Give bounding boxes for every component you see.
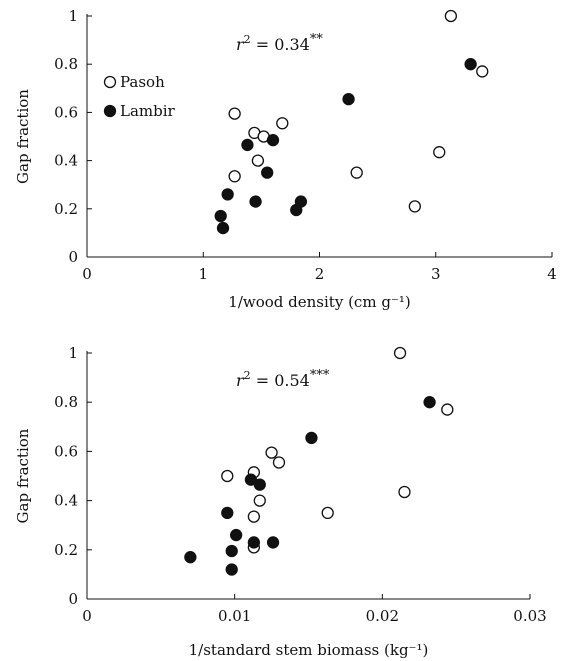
data-point-pasoh [272,456,286,469]
x-tick-label: 0 [82,265,92,283]
y-axis-title: Gap fraction [14,428,32,523]
y-tick-label: 1 [68,344,78,362]
data-point-pasoh [393,346,407,360]
chart-panel-2: 0 0.2 0.4 0.6 0.8 1 0 0.01 0.02 0.03 Gap fraction 1… [14,344,547,659]
legend-marker-pasoh [103,75,117,89]
x-axis-title: 1/standard stem biomass (kg⁻¹) [189,641,429,659]
data-point-pasoh [321,506,334,520]
data-point-pasoh [441,403,454,416]
y-tick-label: 0.8 [54,55,78,73]
y-tick-label: 0 [68,248,78,266]
x-tick-label: 3 [431,265,441,283]
data-point-pasoh [444,9,458,23]
r-squared-annotation: r2 = 0.54*** [236,368,330,390]
data-point-lambir [290,203,303,217]
data-point-lambir [225,544,238,558]
data-point-lambir [225,563,238,576]
series-lambir [214,58,477,235]
x-axis-title: 1/wood density (cm g⁻¹) [228,293,410,311]
x-tick-label: 0 [82,607,92,625]
y-tick-label: 0.4 [54,492,78,510]
data-point-pasoh [228,107,241,120]
data-point-lambir [249,195,262,208]
legend-label-lambir: Lambir [120,102,176,120]
data-point-pasoh [276,117,289,130]
y-tick-label: 0.2 [54,200,78,218]
data-point-pasoh [221,469,234,483]
x-tick-label: 0.01 [218,607,251,625]
y-tick-label: 0 [68,590,78,608]
data-point-lambir [221,506,234,520]
data-point-pasoh [265,446,278,459]
data-point-lambir [464,58,477,71]
legend-marker-lambir [103,104,117,118]
data-point-lambir [305,431,318,445]
data-point-pasoh [476,65,489,78]
data-point-lambir [423,396,436,409]
x-tick-label: 4 [547,265,557,283]
y-axis-title: Gap fraction [14,89,32,184]
data-point-lambir [247,536,261,549]
x-tick-label: 0.03 [513,607,546,625]
r-squared-annotation: r2 = 0.34** [236,32,323,54]
data-point-pasoh [408,200,421,213]
data-point-pasoh [247,510,261,523]
y-tick-label: 0.2 [54,541,78,559]
data-point-pasoh [228,170,241,183]
chart-panel-1: 0 0.2 0.4 0.6 0.8 1 0 1 2 3 4 Gap fraction 1/wood de… [14,7,557,311]
data-point-lambir [184,551,197,564]
series-pasoh [228,9,489,213]
data-point-lambir [221,188,234,201]
data-point-lambir [261,166,274,179]
data-point-pasoh [433,146,446,159]
data-point-lambir [214,209,227,223]
x-tick-label: 1 [198,265,208,283]
data-point-lambir [342,92,355,106]
data-point-pasoh [251,154,265,167]
series-lambir [184,396,436,576]
data-point-pasoh [253,494,266,507]
legend-label-pasoh: Pasoh [120,73,165,91]
data-point-lambir [266,133,280,147]
data-point-lambir [241,138,254,152]
data-point-pasoh [350,166,363,179]
y-tick-label: 0.6 [54,103,78,121]
data-point-lambir [253,478,266,491]
data-point-pasoh [398,485,411,499]
x-tick-label: 0.02 [366,607,399,625]
legend: Pasoh Lambir [103,73,176,120]
data-point-lambir [216,221,230,235]
x-tick-label: 2 [315,265,325,283]
data-point-lambir [266,536,280,549]
y-tick-label: 0.4 [54,152,78,170]
y-tick-label: 1 [68,7,78,25]
y-tick-label: 0.6 [54,442,78,460]
y-tick-label: 0.8 [54,393,78,411]
data-point-lambir [229,528,243,542]
